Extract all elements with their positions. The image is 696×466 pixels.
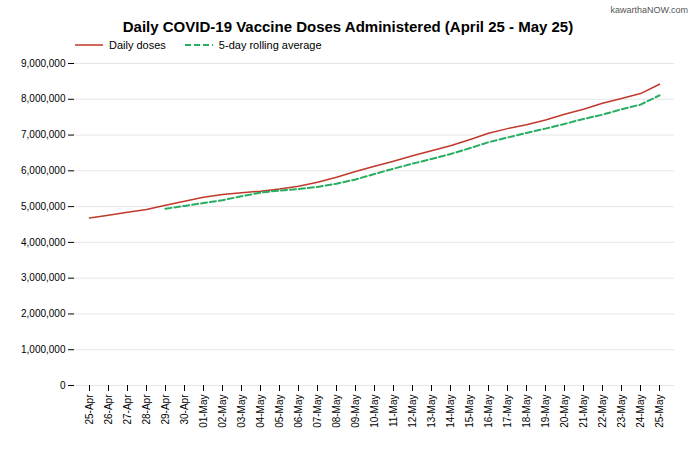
svg-text:6,000,000: 6,000,000	[21, 165, 66, 176]
svg-text:4,000,000: 4,000,000	[21, 237, 66, 248]
svg-text:5,000,000: 5,000,000	[21, 201, 66, 212]
svg-text:7,000,000: 7,000,000	[21, 129, 66, 140]
svg-text:01-May: 01-May	[198, 395, 209, 428]
svg-text:20-May: 20-May	[559, 395, 570, 428]
svg-text:13-May: 13-May	[426, 395, 437, 428]
svg-text:16-May: 16-May	[483, 395, 494, 428]
svg-text:03-May: 03-May	[236, 395, 247, 428]
svg-text:2,000,000: 2,000,000	[21, 308, 66, 319]
svg-text:28-Apr: 28-Apr	[141, 394, 152, 425]
svg-text:06-May: 06-May	[293, 395, 304, 428]
svg-text:30-Apr: 30-Apr	[179, 394, 190, 425]
svg-text:05-May: 05-May	[274, 395, 285, 428]
html-text:kawarthaNOW.com: kawarthaNOW.com	[610, 5, 688, 15]
svg-text:21-May: 21-May	[578, 395, 589, 428]
html-text:Daily COVID-19 Vaccine Doses A: Daily COVID-19 Vaccine Doses Administere…	[122, 18, 574, 35]
svg-text:10-May: 10-May	[369, 395, 380, 428]
svg-text:14-May: 14-May	[445, 395, 456, 428]
svg-text:27-Apr: 27-Apr	[122, 394, 133, 425]
svg-text:02-May: 02-May	[217, 395, 228, 428]
svg-text:04-May: 04-May	[255, 395, 266, 428]
svg-text:07-May: 07-May	[312, 395, 323, 428]
html-text:5-day rolling average: 5-day rolling average	[218, 39, 322, 51]
svg-text:08-May: 08-May	[331, 395, 342, 428]
svg-text:29-Apr: 29-Apr	[160, 394, 171, 425]
svg-text:25-May: 25-May	[654, 395, 665, 428]
svg-text:9,000,000: 9,000,000	[21, 58, 66, 69]
svg-text:09-May: 09-May	[350, 395, 361, 428]
svg-text:24-May: 24-May	[635, 395, 646, 428]
svg-text:8,000,000: 8,000,000	[21, 93, 66, 104]
svg-text:22-May: 22-May	[597, 395, 608, 428]
svg-text:26-Apr: 26-Apr	[103, 394, 114, 425]
html-text:Daily doses: Daily doses	[109, 39, 166, 51]
svg-text:12-May: 12-May	[407, 395, 418, 428]
svg-text:23-May: 23-May	[616, 395, 627, 428]
svg-text:25-Apr: 25-Apr	[84, 394, 95, 425]
svg-text:11-May: 11-May	[388, 395, 399, 428]
svg-text:1,000,000: 1,000,000	[21, 344, 66, 355]
svg-text:17-May: 17-May	[502, 395, 513, 428]
svg-text:19-May: 19-May	[540, 395, 551, 428]
svg-text:18-May: 18-May	[521, 395, 532, 428]
svg-text:0: 0	[60, 380, 66, 391]
svg-text:15-May: 15-May	[464, 395, 475, 428]
svg-text:3,000,000: 3,000,000	[21, 272, 66, 283]
